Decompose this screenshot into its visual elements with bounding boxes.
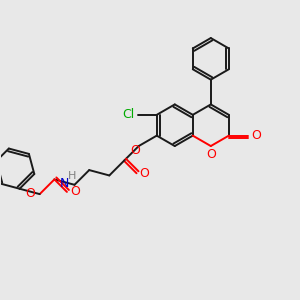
Text: Cl: Cl (122, 108, 134, 121)
Text: O: O (251, 129, 261, 142)
Text: H: H (68, 171, 77, 181)
Text: O: O (25, 187, 35, 200)
Text: N: N (60, 177, 70, 190)
Text: O: O (130, 143, 140, 157)
Text: O: O (206, 148, 216, 161)
Text: O: O (70, 185, 80, 198)
Text: O: O (140, 167, 149, 180)
